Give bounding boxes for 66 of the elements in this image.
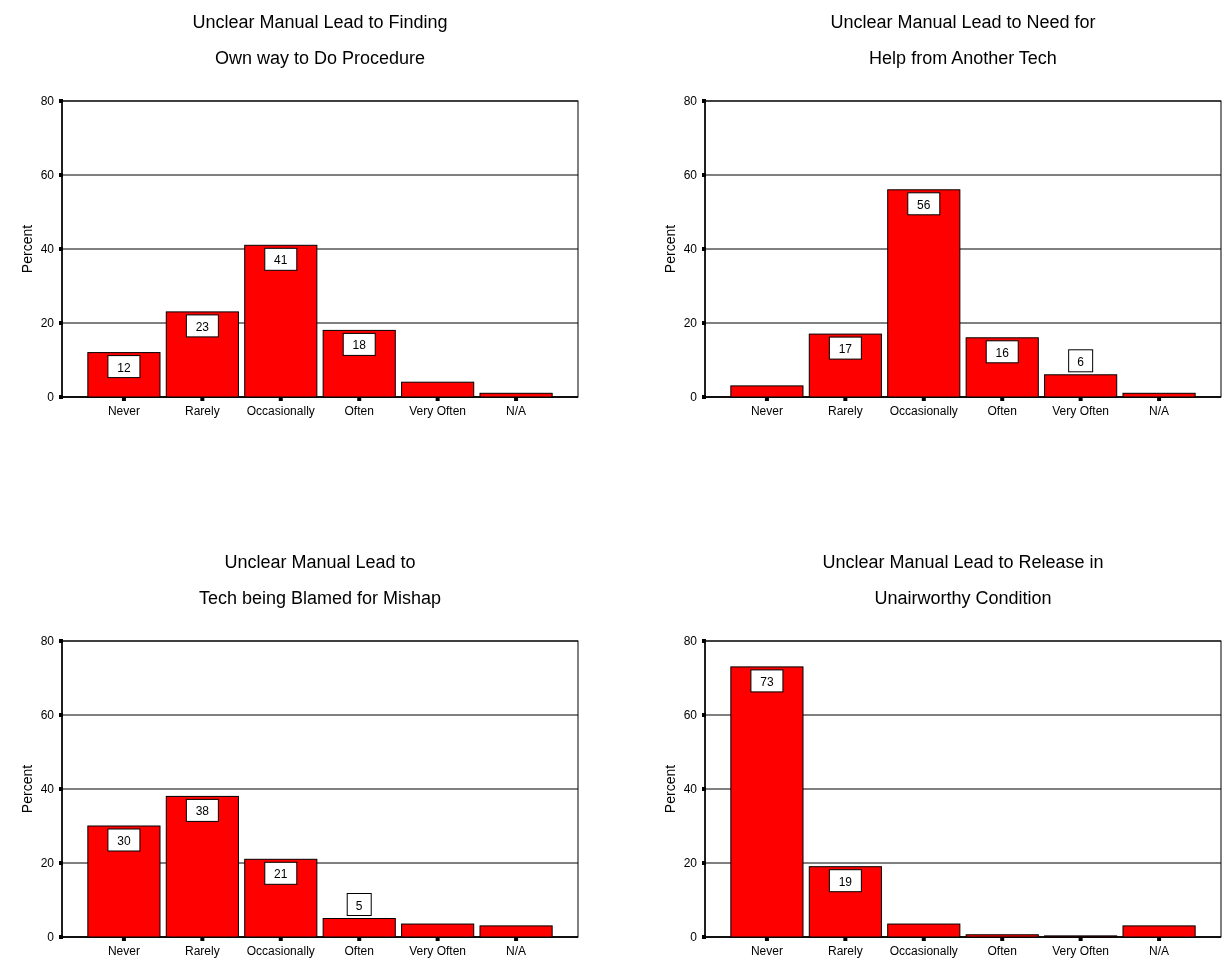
data-label: 6 <box>1077 354 1085 369</box>
x-tick-label: Never <box>750 404 783 418</box>
y-tick-label: 60 <box>683 168 698 182</box>
y-tick-label: 40 <box>40 782 55 796</box>
x-tick-label: Often <box>987 944 1017 958</box>
x-tick-label: N/A <box>1149 944 1170 958</box>
y-tick-label: 0 <box>690 930 698 944</box>
data-label: 23 <box>195 319 210 334</box>
x-tick-label: Often <box>344 404 374 418</box>
y-tick-label: 0 <box>690 390 698 404</box>
y-tick-label: 80 <box>40 634 55 648</box>
x-tick-label: Never <box>107 404 140 418</box>
x-tick-label: N/A <box>506 404 527 418</box>
x-tick-label: Occasionally <box>889 944 958 958</box>
data-label: 73 <box>760 674 774 689</box>
y-axis-title: Percent <box>662 764 678 814</box>
y-tick-label: 20 <box>683 316 698 330</box>
y-tick-label: 40 <box>683 242 698 256</box>
y-tick-label: 20 <box>40 316 55 330</box>
y-tick-label: 80 <box>683 634 698 648</box>
chart-title: Unclear Manual Lead to Tech being Blamed for Mishap <box>198 552 442 608</box>
x-tick-label: Rarely <box>828 404 863 418</box>
x-tick-label: N/A <box>506 944 527 958</box>
y-tick-label: 80 <box>40 94 55 108</box>
y-tick-label: 40 <box>40 242 55 256</box>
y-axis-title: Percent <box>19 764 35 814</box>
data-label: 16 <box>995 345 1010 360</box>
data-label: 17 <box>838 342 853 357</box>
y-tick-label: 0 <box>47 390 55 404</box>
data-label: 12 <box>117 360 131 375</box>
data-label: 19 <box>838 874 853 889</box>
y-tick-label: 40 <box>683 782 698 796</box>
x-tick-label: Often <box>987 404 1017 418</box>
y-axis-title: Percent <box>19 224 35 274</box>
data-label: 41 <box>274 253 288 268</box>
x-tick-label: Often <box>344 944 374 958</box>
x-tick-label: Very Often <box>409 944 466 958</box>
x-tick-label: Occasionally <box>889 404 958 418</box>
y-tick-label: 20 <box>683 856 698 870</box>
chart-title: Unclear Manual Lead to Finding Own way to Do Procedure <box>192 12 448 68</box>
data-label: 18 <box>352 338 367 353</box>
x-tick-label: Very Often <box>1052 404 1109 418</box>
data-label: 5 <box>355 898 363 913</box>
y-tick-label: 0 <box>47 930 55 944</box>
x-tick-label: Rarely <box>185 404 220 418</box>
chart-title: Unclear Manual Lead to Need for Help from Another Tech <box>830 12 1096 68</box>
x-tick-label: Never <box>750 944 783 958</box>
x-tick-label: Occasionally <box>246 944 315 958</box>
x-tick-label: Never <box>107 944 140 958</box>
data-label: 38 <box>195 804 210 819</box>
x-tick-label: Rarely <box>828 944 863 958</box>
x-tick-label: Occasionally <box>246 404 315 418</box>
y-tick-label: 20 <box>40 856 55 870</box>
x-tick-label: Rarely <box>185 944 220 958</box>
y-tick-label: 60 <box>40 168 55 182</box>
y-tick-label: 60 <box>40 708 55 722</box>
chart-title: Unclear Manual Lead to Release in Unairworthy Condition <box>822 552 1104 608</box>
data-label: 30 <box>117 834 131 848</box>
x-tick-label: Very Often <box>409 404 466 418</box>
y-axis-title: Percent <box>662 224 678 274</box>
y-tick-label: 60 <box>683 708 698 722</box>
x-tick-label: Very Often <box>1052 944 1109 958</box>
data-label: 56 <box>917 197 931 212</box>
x-tick-label: N/A <box>1149 404 1170 418</box>
data-label: 21 <box>274 867 288 882</box>
y-tick-label: 80 <box>683 94 698 108</box>
